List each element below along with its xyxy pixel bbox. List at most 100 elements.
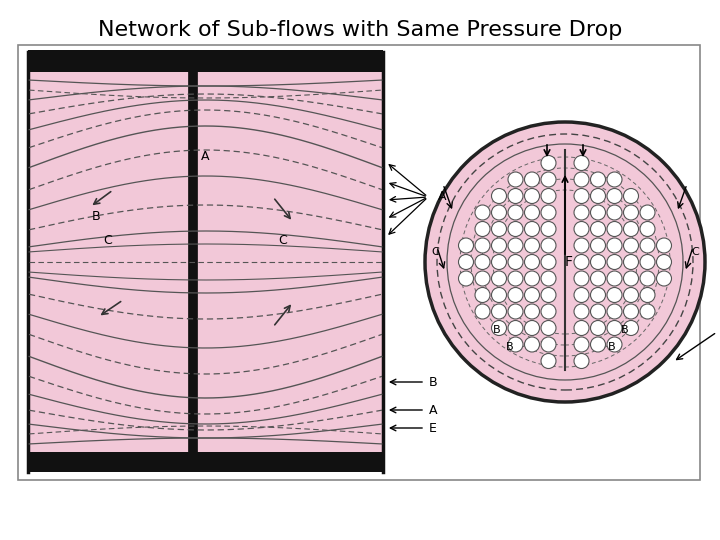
Text: B: B (429, 375, 438, 388)
Circle shape (541, 354, 556, 368)
Circle shape (492, 254, 506, 269)
Circle shape (475, 254, 490, 269)
Circle shape (574, 337, 589, 352)
Circle shape (524, 172, 539, 187)
Circle shape (524, 271, 539, 286)
Circle shape (508, 321, 523, 335)
Text: C: C (691, 247, 699, 257)
Circle shape (590, 205, 606, 220)
Text: C: C (104, 233, 112, 246)
Text: B: B (506, 342, 514, 352)
Text: A: A (202, 151, 210, 164)
Circle shape (492, 287, 506, 302)
Circle shape (475, 271, 490, 286)
Circle shape (607, 188, 622, 204)
Circle shape (574, 287, 589, 302)
Circle shape (607, 172, 622, 187)
Circle shape (541, 172, 556, 187)
Circle shape (492, 238, 506, 253)
Circle shape (541, 188, 556, 204)
Circle shape (624, 221, 639, 237)
Text: B: B (621, 325, 629, 335)
Circle shape (574, 304, 589, 319)
Circle shape (541, 254, 556, 269)
Text: F: F (565, 255, 573, 269)
Circle shape (607, 337, 622, 352)
Circle shape (459, 238, 474, 253)
Text: A: A (438, 191, 446, 204)
Circle shape (624, 304, 639, 319)
Circle shape (508, 287, 523, 302)
Circle shape (657, 254, 672, 269)
Circle shape (541, 271, 556, 286)
Circle shape (492, 271, 506, 286)
Circle shape (590, 271, 606, 286)
Text: B: B (91, 211, 100, 224)
Circle shape (541, 337, 556, 352)
Circle shape (640, 205, 655, 220)
Circle shape (541, 287, 556, 302)
Bar (18, 45, 700, 480)
Circle shape (624, 254, 639, 269)
Circle shape (607, 287, 622, 302)
Circle shape (524, 238, 539, 253)
Circle shape (607, 238, 622, 253)
Circle shape (508, 188, 523, 204)
Text: E: E (429, 422, 437, 435)
Circle shape (524, 221, 539, 237)
Circle shape (640, 221, 655, 237)
Circle shape (607, 254, 622, 269)
Circle shape (508, 205, 523, 220)
Circle shape (640, 254, 655, 269)
Circle shape (624, 271, 639, 286)
Circle shape (657, 238, 672, 253)
Text: C: C (431, 247, 439, 257)
Circle shape (524, 205, 539, 220)
Circle shape (607, 321, 622, 335)
Circle shape (607, 271, 622, 286)
Circle shape (508, 271, 523, 286)
Circle shape (524, 287, 539, 302)
Circle shape (607, 221, 622, 237)
Circle shape (541, 304, 556, 319)
Circle shape (541, 238, 556, 253)
Circle shape (657, 271, 672, 286)
Circle shape (590, 254, 606, 269)
Circle shape (574, 354, 589, 368)
Circle shape (508, 337, 523, 352)
Bar (28, 50, 383, 72)
Circle shape (624, 287, 639, 302)
Circle shape (524, 337, 539, 352)
Circle shape (524, 188, 539, 204)
Circle shape (640, 287, 655, 302)
Text: A: A (429, 403, 438, 416)
Circle shape (590, 221, 606, 237)
Circle shape (640, 304, 655, 319)
Circle shape (590, 287, 606, 302)
Circle shape (574, 205, 589, 220)
Circle shape (640, 271, 655, 286)
Ellipse shape (425, 122, 705, 402)
Circle shape (475, 221, 490, 237)
Circle shape (475, 304, 490, 319)
Circle shape (590, 188, 606, 204)
Circle shape (574, 188, 589, 204)
Circle shape (574, 271, 589, 286)
Circle shape (590, 337, 606, 352)
Circle shape (508, 304, 523, 319)
Circle shape (508, 221, 523, 237)
Circle shape (574, 238, 589, 253)
Circle shape (624, 238, 639, 253)
Circle shape (492, 221, 506, 237)
Circle shape (475, 238, 490, 253)
Circle shape (590, 304, 606, 319)
Circle shape (508, 172, 523, 187)
Circle shape (492, 321, 506, 335)
Circle shape (541, 205, 556, 220)
Circle shape (508, 254, 523, 269)
Circle shape (524, 254, 539, 269)
Circle shape (475, 287, 490, 302)
Circle shape (492, 205, 506, 220)
Circle shape (541, 156, 556, 171)
Circle shape (624, 188, 639, 204)
